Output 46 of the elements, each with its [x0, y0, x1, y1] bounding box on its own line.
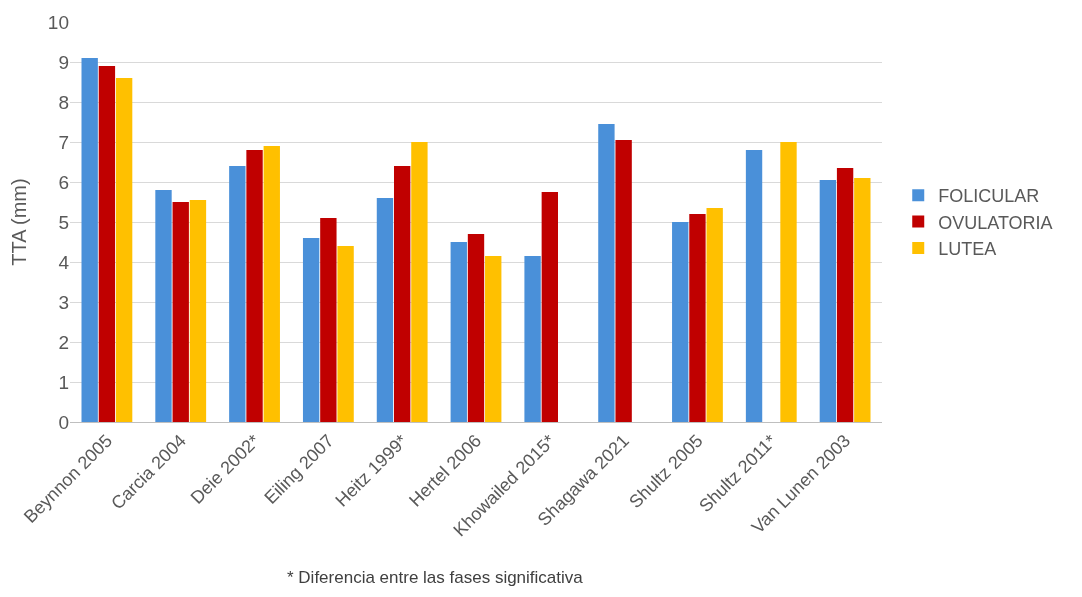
bar [672, 222, 689, 422]
bar [854, 178, 871, 422]
y-tick-label: 6 [58, 171, 69, 193]
bar [189, 200, 207, 422]
y-tick-label: 10 [47, 11, 69, 33]
bar [524, 256, 541, 422]
bar [115, 78, 133, 422]
bar [836, 168, 854, 422]
bar [467, 234, 485, 422]
bar [263, 146, 280, 422]
y-tick-label: 4 [58, 251, 70, 273]
y-tick-label: 0 [58, 411, 69, 433]
bar [394, 166, 411, 422]
bar [376, 198, 394, 422]
bar [485, 256, 502, 422]
bar [337, 246, 354, 422]
bar [302, 238, 320, 422]
legend-label: LUTEA [938, 239, 997, 260]
y-tick-label: 1 [58, 371, 69, 393]
y-tick-label: 7 [58, 131, 69, 153]
bar [229, 166, 246, 422]
bar [598, 124, 615, 422]
bar [155, 190, 172, 422]
bar [411, 142, 428, 422]
bar [98, 66, 116, 422]
bar [615, 140, 632, 422]
y-tick-label: 5 [58, 211, 69, 233]
y-tick-label: 2 [58, 331, 69, 353]
y-axis-title: TTA (mm) [8, 178, 31, 266]
bar [246, 150, 263, 422]
bar [745, 150, 763, 422]
bar [172, 202, 189, 422]
y-tick-label: 8 [58, 91, 69, 113]
y-tick-label: 9 [58, 51, 69, 73]
text: * Diferencia entre las fases significativa [287, 568, 584, 587]
bar [706, 208, 723, 422]
bar [81, 58, 98, 422]
y-tick-label: 3 [58, 291, 69, 313]
bar [450, 242, 467, 422]
bar [320, 218, 337, 422]
bar [780, 142, 797, 422]
legend-label: FOLICULAR [938, 186, 1040, 207]
bar [541, 192, 558, 422]
bar [819, 180, 837, 422]
bar [689, 214, 706, 422]
legend-label: OVULATORIA [938, 212, 1053, 233]
